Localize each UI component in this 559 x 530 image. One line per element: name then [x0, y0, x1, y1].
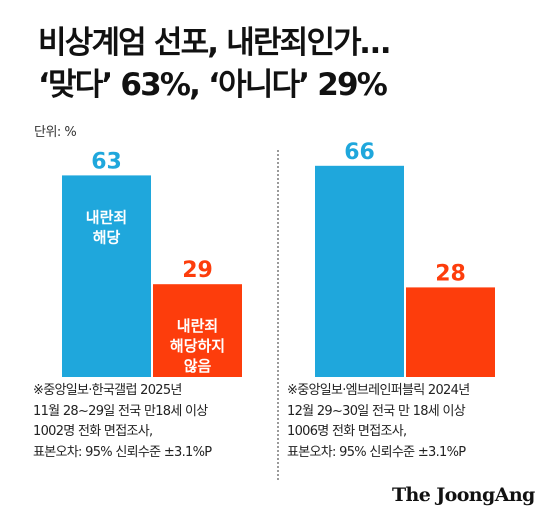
bar-value-label: 66: [344, 140, 375, 165]
bar-value-label: 63: [91, 149, 122, 174]
right-note-line: 1006명 전화 면접조사,: [287, 424, 407, 439]
right-note-line: ※중앙일보·엠브레인퍼블릭 2024년: [287, 383, 470, 398]
chart-title: 비상계엄 선포, 내란죄인가… ‘맞다’ 63%, ‘아니다’ 29%: [38, 22, 538, 106]
left-note-line: 표본오차: 95% 신뢰수준 ±3.1%P: [33, 444, 212, 460]
left-survey-note: ※중앙일보·한국갤럽 2025년 11월 28~29일 전국 만18세 이상 1…: [33, 381, 212, 463]
right-note-line: 12월 29~30일 전국 만 18세 이상: [287, 403, 466, 419]
right-survey-note: ※중앙일보·엠브레인퍼블릭 2024년 12월 29~30일 전국 만 18세 …: [287, 381, 470, 463]
bar-2-1: [315, 165, 404, 377]
chart-divider: [277, 150, 279, 480]
right-note-line: 표본오차: 95% 신뢰수준 ±3.1%P: [287, 444, 466, 460]
bar-category-label: 해당: [93, 228, 121, 246]
left-note-line: 11월 28~29일 전국 만18세 이상: [33, 403, 208, 419]
left-note-line: ※중앙일보·한국갤럽 2025년: [33, 383, 182, 398]
bar-1-1: [62, 175, 151, 377]
bar-2-2: [406, 287, 495, 377]
title-line-1: 비상계엄 선포, 내란죄인가…: [38, 25, 391, 61]
brand-logo: The JoongAng: [392, 484, 535, 506]
bar-category-label: 해당하지: [170, 337, 225, 355]
bar-1-2: [153, 284, 242, 377]
bar-category-label: 내란죄: [86, 208, 127, 226]
title-line-2: ‘맞다’ 63%, ‘아니다’ 29%: [38, 67, 388, 103]
bar-value-label: 28: [435, 261, 466, 286]
unit-label: 단위: %: [34, 125, 77, 140]
bar-category-label: 않음: [184, 357, 212, 375]
left-note-line: 1002명 전화 면접조사,: [33, 424, 153, 439]
bar-category-label: 내란죄: [177, 317, 218, 335]
bar-value-label: 29: [182, 258, 213, 283]
